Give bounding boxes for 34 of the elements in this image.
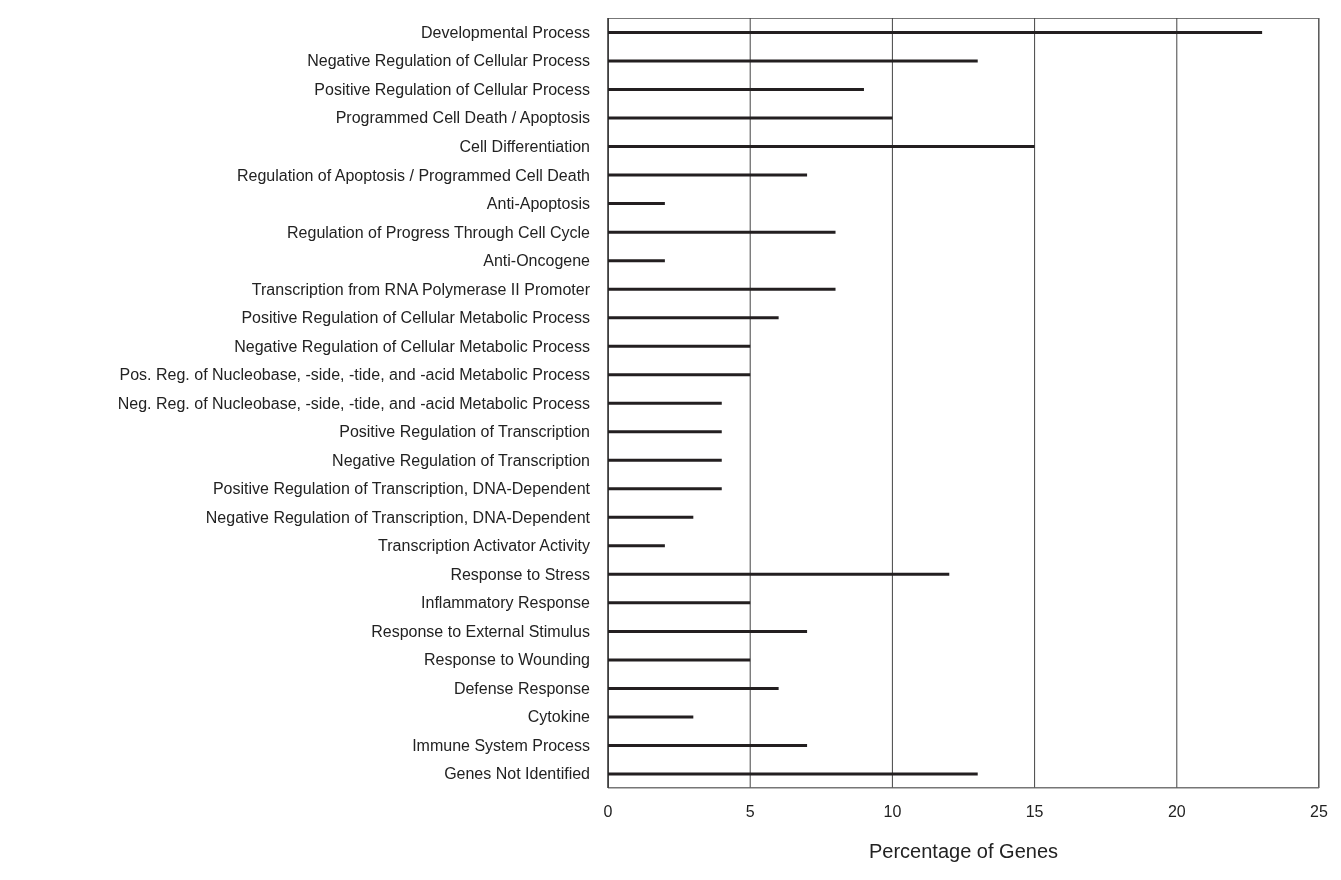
y-tick-label: Regulation of Progress Through Cell Cycle [287,223,591,241]
y-tick-label: Negative Regulation of Transcription, DNA-Dependent [205,508,591,526]
y-tick-label: Transcription Activator Activity [378,537,590,555]
y-tick-label: Response to Wounding [423,651,590,669]
y-tick-label: Pos. Reg. of Nucleobase, -side, -tide, and -acid Metabolic Process [119,366,590,384]
x-tick-label: 0 [603,803,613,821]
y-tick-label: Positive Regulation of Cellular Process [314,80,590,98]
y-tick-label: Anti-Oncogene [483,252,591,270]
y-tick-label: Inflammatory Response [421,594,591,612]
y-tick-label: Response to Stress [450,565,590,583]
y-tick-label: Positive Regulation of Transcription [339,423,590,441]
y-tick-label: Defense Response [453,679,591,697]
y-tick-label: Regulation of Apoptosis / Programmed Cell Death [236,166,590,184]
y-tick-label: Genes Not Identified [444,765,590,783]
x-axis-title: Percentage of Genes [868,840,1059,862]
y-tick-label: Negative Regulation of Cellular Metabolic Process [234,337,590,355]
y-tick-label: Cytokine [527,708,591,726]
y-tick-label: Developmental Process [421,23,590,41]
x-tick-label: 25 [1310,803,1328,821]
y-tick-label: Anti-Apoptosis [486,195,590,213]
y-tick-label: Negative Regulation of Transcription [332,451,590,469]
y-tick-label: Response to External Stimulus [371,622,590,640]
y-tick-label: Cell Differentiation [459,138,590,156]
x-tick-label: 10 [883,803,902,821]
x-tick-label: 5 [745,803,755,821]
y-tick-label: Transcription from RNA Polymerase II Promoter [251,280,591,298]
y-tick-label: Immune System Process [412,736,590,754]
y-tick-label: Neg. Reg. of Nucleobase, -side, -tide, and -acid Metabolic Process [117,394,590,412]
y-tick-label: Negative Regulation of Cellular Process [307,52,590,70]
y-tick-label: Programmed Cell Death / Apoptosis [335,109,590,127]
x-tick-label: 20 [1167,803,1186,821]
y-tick-label: Positive Regulation of Cellular Metabolic Process [241,309,590,327]
y-tick-label: Positive Regulation of Transcription, DNA-Dependent [212,480,591,498]
x-tick-label: 15 [1025,803,1044,821]
